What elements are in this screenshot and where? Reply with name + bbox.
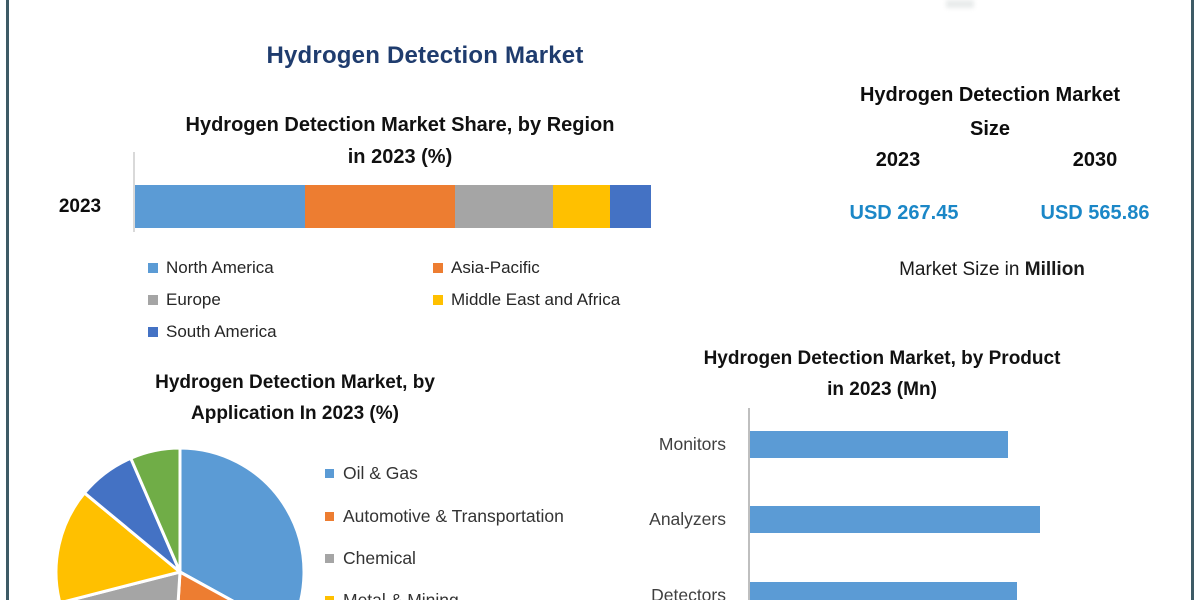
pie-legend-swatch-metal-mining: [325, 596, 334, 600]
product-chart-title: Hydrogen Detection Market, by Product in…: [632, 343, 1132, 405]
application-chart-title-line1: Hydrogen Detection Market, by: [155, 372, 435, 393]
application-chart-title: Hydrogen Detection Market, by Applicatio…: [95, 367, 495, 429]
application-pie-chart: [54, 446, 306, 600]
region-chart-category-label: 2023: [58, 196, 102, 217]
pie-slice-automotive-transportation: [176, 570, 235, 600]
pie-legend-label-oil-gas: Oil & Gas: [343, 463, 418, 483]
market-size-title-line2: Size: [969, 118, 1011, 140]
product-chart-title-line1: Hydrogen Detection Market, by Product: [703, 348, 1061, 369]
market-size-caption: Market Size in Million: [842, 259, 1142, 281]
frame-line-right: [1191, 0, 1194, 600]
main-title: Hydrogen Detection Market: [266, 42, 584, 69]
product-label-detectors: Detectors: [651, 585, 726, 600]
region-legend-item-south-america: South America: [148, 316, 277, 348]
market-size-year-2030: 2030: [1072, 149, 1118, 171]
pie-legend-swatch-automotive-transportation: [325, 512, 334, 521]
region-segment-middle-east-and-africa: [552, 185, 610, 228]
pie-legend-item-automotive-transportation: Automotive & Transportation: [325, 506, 564, 527]
pie-legend-item-metal-mining: Metal & Mining: [325, 590, 459, 600]
pie-legend-swatch-chemical: [325, 554, 334, 563]
region-legend-column-1: North America Europe South America: [148, 252, 277, 348]
region-legend-column-2: Asia-Pacific Middle East and Africa: [433, 252, 620, 316]
region-segment-south-america: [609, 185, 651, 228]
watermark-remnant: [946, 0, 974, 8]
region-legend-item-middle-east-and-africa: Middle East and Africa: [433, 284, 620, 316]
region-legend-label-middle-east-and-africa: Middle East and Africa: [451, 290, 621, 309]
product-chart-title-line2: in 2023 (Mn): [827, 379, 937, 400]
pie-slice-unlabeled: [129, 446, 182, 574]
pie-slice-metal-mining: [54, 491, 182, 600]
region-segment-asia-pacific: [305, 185, 455, 228]
pie-legend-item-chemical: Chemical: [325, 548, 416, 569]
region-legend-label-north-america: North America: [166, 258, 274, 277]
pie-legend-label-chemical: Chemical: [343, 548, 416, 568]
region-legend-item-north-america: North America: [148, 252, 277, 284]
product-label-analyzers: Analyzers: [649, 509, 726, 529]
market-size-title-line1: Hydrogen Detection Market: [859, 84, 1121, 106]
product-label-monitors: Monitors: [658, 434, 726, 454]
pie-legend-swatch-oil-gas: [325, 469, 334, 478]
region-chart-title: Hydrogen Detection Market Share, by Regi…: [100, 109, 700, 173]
product-bar-analyzers: [750, 506, 1040, 533]
market-size-title: Hydrogen Detection Market Size: [820, 78, 1160, 146]
region-chart-title-line2: in 2023 (%): [347, 146, 453, 168]
region-legend-item-asia-pacific: Asia-Pacific: [433, 252, 620, 284]
pie-legend-label-automotive-transportation: Automotive & Transportation: [343, 506, 564, 526]
pie-legend-label-metal-mining: Metal & Mining: [343, 590, 459, 600]
region-stacked-bar: [135, 185, 651, 228]
region-legend-label-south-america: South America: [166, 322, 277, 341]
region-chart-title-line1: Hydrogen Detection Market Share, by Regi…: [185, 114, 615, 136]
region-chart-axis-line: [133, 152, 135, 232]
region-legend-item-europe: Europe: [148, 284, 277, 316]
pie-slice-oil-gas: [178, 446, 306, 600]
frame-line-left: [6, 0, 9, 600]
market-size-caption-unit: Million: [1024, 259, 1085, 280]
product-bar-monitors: [750, 431, 1008, 458]
region-legend-swatch-middle-east-and-africa: [433, 295, 443, 305]
application-chart-title-line2: Application In 2023 (%): [191, 403, 399, 424]
region-legend-swatch-north-america: [148, 263, 158, 273]
region-legend-swatch-europe: [148, 295, 158, 305]
region-segment-north-america: [135, 185, 306, 228]
market-size-value-2030: USD 565.86: [1040, 202, 1150, 224]
market-size-value-2023: USD 267.45: [849, 202, 959, 224]
region-legend-swatch-asia-pacific: [433, 263, 443, 273]
market-size-year-2023: 2023: [875, 149, 921, 171]
product-chart-axis-line: [748, 408, 750, 600]
region-legend-swatch-south-america: [148, 327, 158, 337]
region-legend-label-europe: Europe: [166, 290, 221, 309]
region-segment-europe: [454, 185, 553, 228]
product-bar-detectors: [750, 582, 1017, 600]
region-legend-label-asia-pacific: Asia-Pacific: [451, 258, 540, 277]
pie-legend-item-oil-gas: Oil & Gas: [325, 463, 418, 484]
market-size-caption-prefix: Market Size in: [899, 259, 1025, 280]
